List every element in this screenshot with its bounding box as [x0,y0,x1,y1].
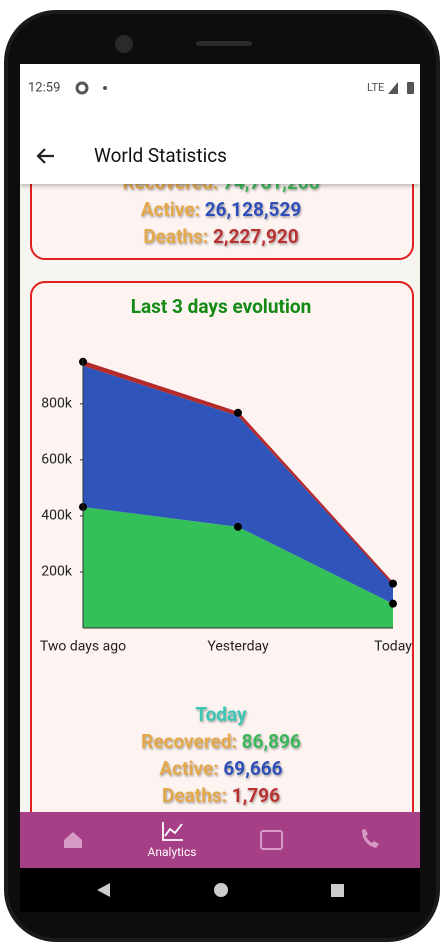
stat-value: 86,896 [242,730,301,753]
stat-label: Deaths: [143,225,208,248]
content: Last 3 days evolution Today Recovered: 7… [30,139,414,868]
stat-row: Active: 26,128,529 [141,198,302,221]
status-time: 12:59 [28,80,60,95]
signal-icon [388,82,398,94]
camera [115,35,133,53]
nav-home[interactable] [64,832,82,848]
stat-value: 1,796 [232,784,280,807]
sys-back[interactable] [97,883,110,897]
nav-call[interactable] [362,829,379,848]
settings-icon [75,81,89,95]
network-type: LTE [367,81,384,94]
area-series [83,506,393,628]
point [234,522,242,531]
app-title: World Statistics [94,144,227,167]
stat-value: 2,227,920 [213,225,299,248]
area-series [83,365,393,604]
y-tick-label: 800k [41,396,73,412]
nav-news[interactable] [260,830,283,850]
stat-row: Recovered: 86,896 [141,730,301,753]
nav-analytics-icon[interactable] [162,822,183,841]
sys-recents[interactable] [331,884,344,897]
back-button[interactable] [36,148,54,164]
stat-value: 26,128,529 [205,198,302,221]
y-tick-label: 200k [41,564,73,580]
notification-dot [103,86,107,90]
point [389,579,397,588]
today-title: Today [195,703,247,726]
stat-row: Deaths: 2,227,920 [143,225,298,248]
speaker [196,41,252,46]
x-tick-label: Today [374,639,412,655]
stat-row: Active: 69,666 [159,757,282,780]
stat-label: Deaths: [162,784,227,807]
stat-label: Active: [141,198,200,221]
sys-home[interactable] [214,883,228,897]
point [234,408,242,417]
stat-label: Active: [159,757,218,780]
x-tick-label: Yesterday [207,639,269,655]
battery-icon [407,82,414,94]
point [389,599,397,608]
stat-label: Recovered: [141,730,237,753]
y-tick-label: 400k [41,508,73,524]
y-tick-label: 600k [41,452,73,468]
chart-title: Last 3 days evolution [131,295,312,318]
stat-row: Deaths: 1,796 [162,784,280,807]
x-tick-label: Two days ago [40,639,126,655]
nav-analytics-label[interactable]: Analytics [148,845,197,859]
stat-value: 69,666 [223,757,282,780]
bottom-nav [20,812,420,868]
